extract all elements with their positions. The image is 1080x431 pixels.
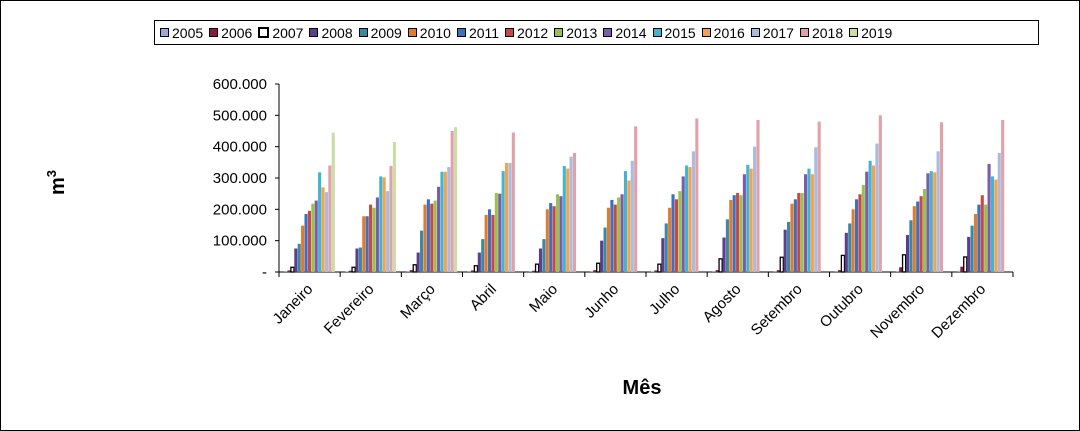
legend-item-2013: 2013 xyxy=(554,25,597,41)
legend-label-2006: 2006 xyxy=(221,24,253,41)
legend-swatch-2007 xyxy=(258,27,270,38)
legend-swatch-2010 xyxy=(407,28,417,37)
legend-swatch-2011 xyxy=(456,28,466,37)
legend-item-2011: 2011 xyxy=(456,24,500,41)
legend-swatch-2012 xyxy=(505,28,515,37)
legend-item-2018: 2018 xyxy=(799,24,844,41)
legend-item-2019: 2019 xyxy=(849,25,892,41)
legend-label-2011: 2011 xyxy=(468,24,500,41)
legend-label-2014: 2014 xyxy=(615,24,647,41)
legend-swatch-2006 xyxy=(209,28,219,37)
legend-item-2010: 2010 xyxy=(407,24,451,41)
legend-label-2012: 2012 xyxy=(517,24,549,41)
legend-label-2010: 2010 xyxy=(419,24,451,41)
legend-swatch-2013 xyxy=(554,28,564,37)
legend-label-2018: 2018 xyxy=(811,24,844,41)
legend-item-2008: 2008 xyxy=(309,24,353,41)
legend-item-2016: 2016 xyxy=(701,24,745,41)
legend-label-2019: 2019 xyxy=(861,24,893,41)
legend-item-2006: 2006 xyxy=(209,25,252,41)
legend-swatch-2017 xyxy=(750,28,760,37)
legend-item-2009: 2009 xyxy=(358,24,402,41)
legend-item-2017: 2017 xyxy=(750,24,794,41)
legend-item-2007: 2007 xyxy=(258,25,303,41)
legend-item-2005: 2005 xyxy=(160,25,203,41)
legend-label-2007: 2007 xyxy=(272,24,304,41)
legend-swatch-2018 xyxy=(799,28,809,37)
legend-item-2015: 2015 xyxy=(652,24,696,41)
legend-swatch-2016 xyxy=(701,28,711,37)
legend-item-2012: 2012 xyxy=(505,25,548,41)
legend-label-2009: 2009 xyxy=(370,24,402,41)
legend-swatch-2005 xyxy=(160,28,169,37)
legend-swatch-2015 xyxy=(652,28,662,37)
legend-label-2008: 2008 xyxy=(321,24,353,41)
legend-swatch-2008 xyxy=(309,28,319,37)
legend-swatch-2014 xyxy=(603,28,613,37)
legend-item-2014: 2014 xyxy=(603,24,647,41)
legend-swatch-2009 xyxy=(358,28,368,37)
legend-label-2013: 2013 xyxy=(566,24,598,41)
legend-label-2015: 2015 xyxy=(664,24,696,41)
legend-label-2016: 2016 xyxy=(713,24,745,41)
legend-label-2005: 2005 xyxy=(172,24,204,41)
legend-label-2017: 2017 xyxy=(762,24,794,41)
legend-swatch-2019 xyxy=(849,28,859,37)
chart-legend: 2005 2006 2007 2008 2009 2010 2011 2012 2013 2014… xyxy=(154,20,1039,45)
